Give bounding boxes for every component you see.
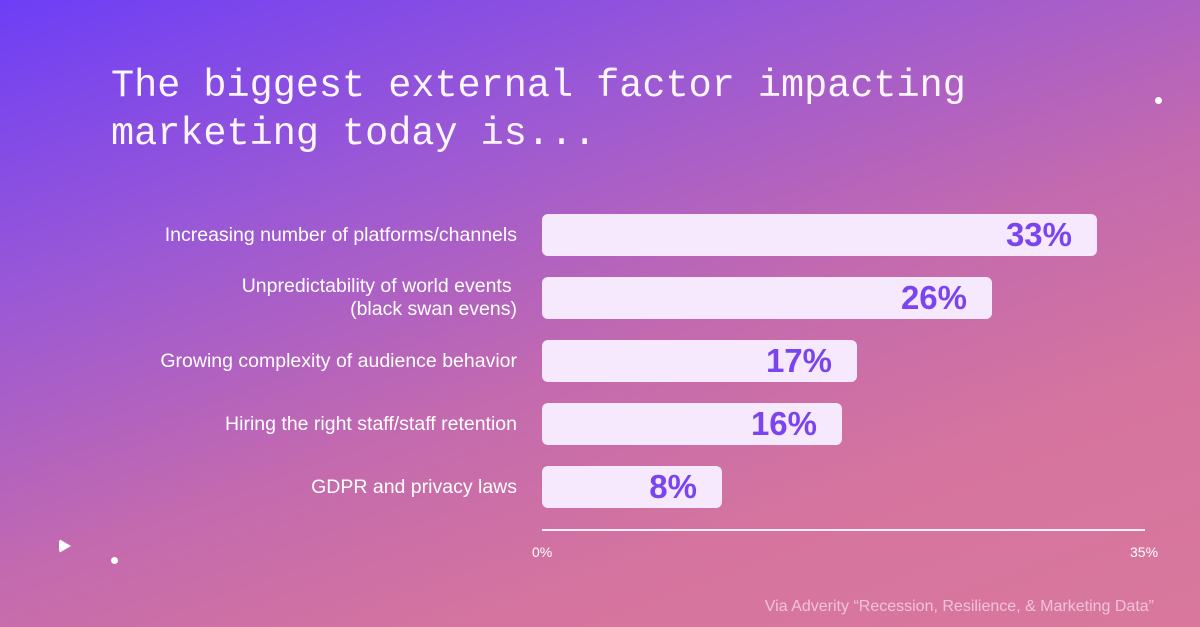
category-label: Unpredictability of world events (black …	[241, 275, 517, 320]
value-label: 33%	[1005, 216, 1072, 253]
decorative-dot	[111, 557, 118, 564]
title-line-1: The biggest external factor impacting	[111, 64, 966, 108]
decorative-triangle-icon	[59, 539, 71, 553]
x-axis-line	[542, 529, 1145, 531]
bar: 26%	[542, 277, 992, 319]
decorative-dot	[1155, 97, 1162, 104]
category-label: Increasing number of platforms/channels	[164, 223, 517, 246]
category-label: Growing complexity of audience behavior	[160, 349, 517, 372]
source-note: Via Adverity “Recession, Resilience, & M…	[764, 598, 1154, 615]
category-label: GDPR and privacy laws	[311, 475, 517, 498]
chart-title: The biggest external factor impacting mar…	[111, 62, 966, 158]
bar: 8%	[542, 466, 722, 508]
x-tick-35: 35%	[1130, 544, 1159, 560]
value-label: 17%	[765, 342, 832, 379]
value-label: 8%	[649, 468, 697, 505]
category-label: Hiring the right staff/staff retention	[225, 412, 517, 435]
x-tick-0: 0%	[532, 544, 553, 560]
bar: 17%	[542, 340, 857, 382]
value-label: 16%	[750, 405, 817, 442]
title-line-2: marketing today is...	[111, 112, 597, 156]
bar: 16%	[542, 403, 842, 445]
value-label: 26%	[900, 279, 967, 316]
bar: 33%	[542, 214, 1097, 256]
